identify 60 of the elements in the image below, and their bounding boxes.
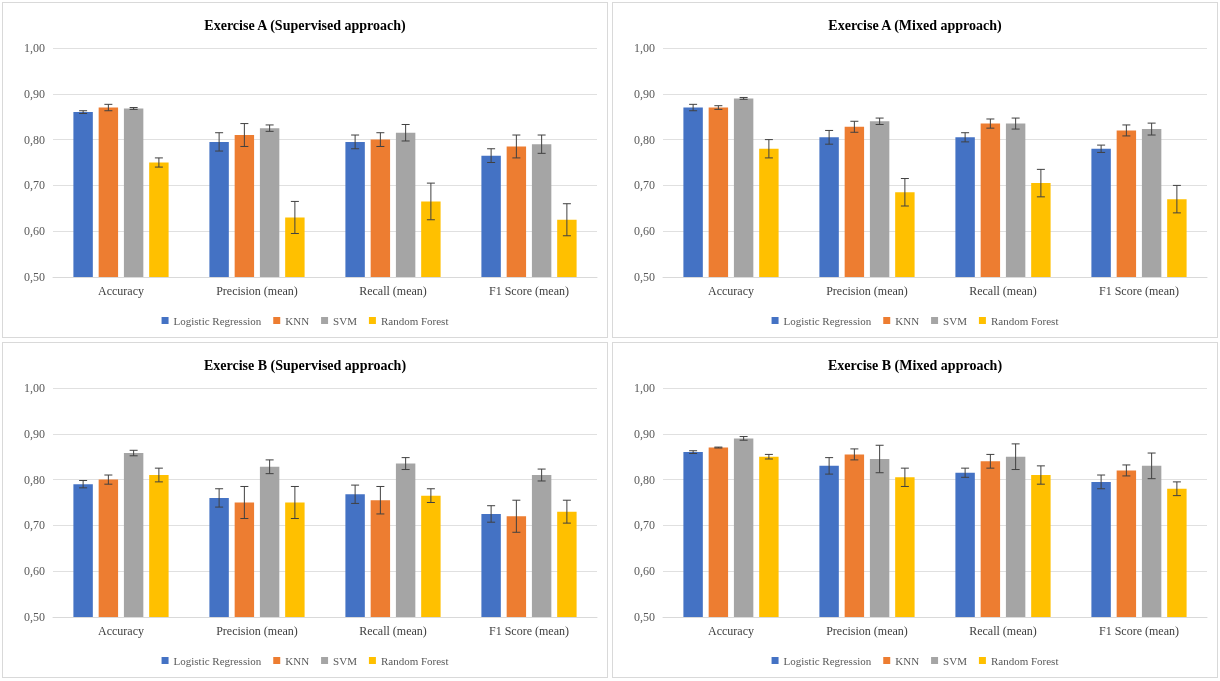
y-tick-label: 0,50	[24, 610, 45, 624]
legend-label: Random Forest	[990, 314, 1059, 327]
y-tick-label: 0,60	[24, 564, 45, 579]
y-tick-label: 0,50	[24, 270, 45, 284]
legend-label: Random Forest	[380, 314, 449, 327]
y-tick-label: 0,90	[634, 86, 655, 101]
y-tick-label: 0,60	[24, 224, 45, 239]
legend-label: Logistic Regression	[173, 314, 262, 327]
x-tick-label: Accuracy	[708, 624, 754, 638]
y-tick-label: 0,50	[634, 610, 655, 624]
x-tick-label: F1 Score (mean)	[1099, 284, 1179, 298]
y-tick-label: 0,80	[24, 132, 45, 147]
x-tick-label: Precision (mean)	[826, 284, 908, 298]
chart-title: Exercise A (Supervised approach)	[204, 17, 406, 34]
y-tick-label: 1,00	[24, 381, 45, 395]
x-tick-label: Precision (mean)	[216, 624, 298, 638]
x-tick-label: Accuracy	[708, 284, 754, 298]
y-tick-label: 0,80	[634, 132, 655, 147]
legend-label: SVM	[943, 654, 968, 667]
y-tick-label: 0,70	[634, 178, 655, 193]
y-tick-label: 0,90	[24, 426, 45, 441]
y-tick-label: 0,90	[24, 86, 45, 101]
chart-title: Exercise B (Supervised approach)	[203, 357, 407, 374]
y-tick-label: 0,90	[634, 426, 655, 441]
x-tick-label: F1 Score (mean)	[489, 624, 569, 638]
x-tick-label: Recall (mean)	[359, 624, 427, 638]
y-tick-label: 0,70	[634, 518, 655, 533]
legend-label: KNN	[895, 654, 920, 667]
y-tick-label: 0,80	[24, 472, 45, 487]
x-tick-label: Accuracy	[98, 284, 144, 298]
y-tick-label: 0,70	[24, 178, 45, 193]
x-tick-label: Precision (mean)	[216, 284, 298, 298]
y-tick-label: 0,60	[634, 224, 655, 239]
legend-label: Random Forest	[990, 654, 1059, 667]
y-tick-label: 0,70	[24, 518, 45, 533]
x-tick-label: Recall (mean)	[359, 284, 427, 298]
legend-label: SVM	[333, 654, 358, 667]
y-tick-label: 0,60	[634, 564, 655, 579]
chart-title: Exercise B (Mixed approach)	[827, 357, 1003, 374]
x-tick-label: Recall (mean)	[969, 284, 1037, 298]
legend-label: KNN	[285, 654, 310, 667]
x-tick-label: Recall (mean)	[969, 624, 1037, 638]
x-tick-label: Accuracy	[98, 624, 144, 638]
legend-label: Logistic Regression	[783, 654, 872, 667]
y-tick-label: 1,00	[24, 41, 45, 55]
legend-label: KNN	[895, 314, 920, 327]
legend-label: KNN	[285, 314, 310, 327]
legend-label: Logistic Regression	[173, 654, 262, 667]
x-tick-label: F1 Score (mean)	[489, 284, 569, 298]
x-tick-label: Precision (mean)	[826, 624, 908, 638]
y-tick-label: 0,50	[634, 270, 655, 284]
legend-label: SVM	[333, 314, 358, 327]
legend-label: Random Forest	[380, 654, 449, 667]
legend-label: Logistic Regression	[783, 314, 872, 327]
legend-label: SVM	[943, 314, 968, 327]
y-tick-label: 0,80	[634, 472, 655, 487]
x-tick-label: F1 Score (mean)	[1099, 624, 1179, 638]
y-tick-label: 1,00	[634, 381, 655, 395]
chart-title: Exercise A (Mixed approach)	[828, 17, 1002, 34]
y-tick-label: 1,00	[634, 41, 655, 55]
